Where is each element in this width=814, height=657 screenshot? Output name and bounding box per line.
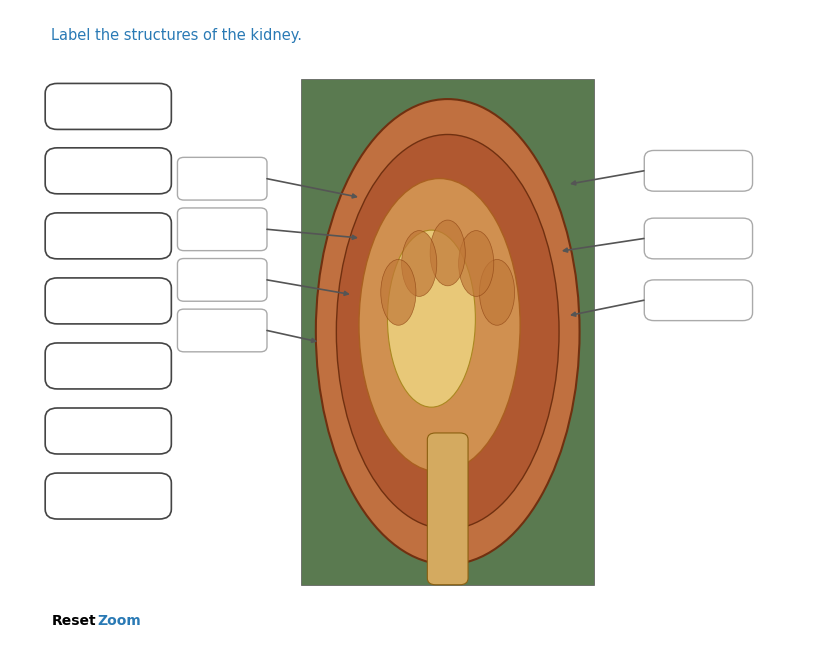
Text: Major Calyx: Major Calyx [68, 424, 149, 438]
FancyBboxPatch shape [46, 148, 171, 194]
FancyBboxPatch shape [644, 280, 752, 321]
FancyBboxPatch shape [46, 343, 171, 389]
Text: Minor Calyx: Minor Calyx [68, 99, 149, 114]
FancyBboxPatch shape [177, 158, 267, 200]
Text: Renal Cortex: Renal Cortex [63, 229, 153, 243]
FancyBboxPatch shape [644, 150, 752, 191]
Ellipse shape [401, 231, 437, 296]
Ellipse shape [479, 260, 514, 325]
Ellipse shape [430, 220, 466, 286]
FancyBboxPatch shape [46, 213, 171, 259]
Text: Zoom: Zoom [98, 614, 142, 628]
Ellipse shape [336, 135, 559, 529]
Ellipse shape [458, 231, 494, 296]
FancyBboxPatch shape [46, 408, 171, 454]
FancyBboxPatch shape [46, 83, 171, 129]
Text: Renal Pelvis: Renal Pelvis [67, 164, 150, 178]
FancyBboxPatch shape [177, 309, 267, 352]
FancyBboxPatch shape [301, 79, 594, 585]
FancyBboxPatch shape [46, 473, 171, 519]
FancyBboxPatch shape [46, 278, 171, 324]
FancyBboxPatch shape [177, 208, 267, 250]
Text: Renal Medulla: Renal Medulla [59, 489, 157, 503]
FancyBboxPatch shape [177, 258, 267, 301]
Text: Label the structures of the kidney.: Label the structures of the kidney. [51, 28, 302, 43]
Ellipse shape [359, 179, 520, 472]
Text: Reset: Reset [51, 614, 96, 628]
Ellipse shape [387, 230, 475, 407]
Ellipse shape [381, 260, 416, 325]
FancyBboxPatch shape [644, 218, 752, 259]
Text: Renal Pyramid: Renal Pyramid [58, 359, 159, 373]
FancyBboxPatch shape [427, 433, 468, 585]
Text: Ureter: Ureter [86, 294, 130, 308]
Ellipse shape [316, 99, 580, 564]
